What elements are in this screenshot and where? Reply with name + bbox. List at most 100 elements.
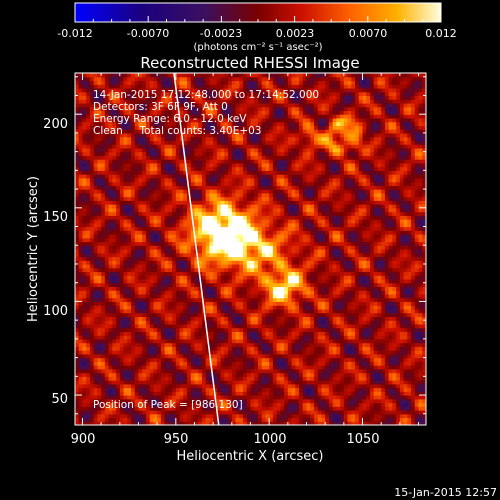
heatmap-cell: [194, 331, 199, 336]
heatmap-cell: [231, 73, 237, 78]
heatmap-cell: [257, 402, 263, 407]
heatmap-cell: [104, 282, 110, 288]
heatmap-cell: [224, 380, 229, 385]
heatmap-cell: [157, 230, 162, 235]
heatmap-cell: [78, 174, 84, 179]
heatmap-cell: [198, 260, 203, 265]
heatmap-cell: [157, 91, 162, 97]
heatmap-cell: [108, 151, 113, 156]
heatmap-cell: [157, 267, 162, 273]
heatmap-cell: [205, 177, 211, 183]
heatmap-cell: [153, 166, 158, 171]
heatmap-cell: [239, 140, 244, 145]
heatmap-cell: [112, 327, 117, 332]
heatmap-cell: [231, 87, 237, 93]
heatmap-cell: [269, 252, 274, 258]
heatmap-cell: [175, 162, 181, 168]
heatmap-cell: [164, 204, 169, 209]
heatmap-cell: [145, 376, 151, 381]
heatmap-cell: [239, 361, 244, 366]
heatmap-cell: [269, 312, 274, 317]
heatmap-cell: [250, 166, 255, 171]
heatmap-cell: [265, 177, 270, 183]
heatmap-cell: [172, 140, 177, 145]
heatmap-cell: [116, 185, 121, 190]
heatmap-cell: [257, 350, 263, 355]
heatmap-cell: [187, 308, 192, 314]
heatmap-cell: [157, 110, 162, 115]
heatmap-cell: [175, 129, 181, 134]
heatmap-cell: [183, 353, 188, 359]
heatmap-cell: [261, 110, 267, 115]
heatmap-cell: [119, 215, 125, 220]
heatmap-cell: [127, 293, 132, 299]
heatmap-cell: [104, 102, 110, 108]
heatmap-cell: [78, 380, 84, 385]
heatmap-cell: [205, 166, 211, 171]
heatmap-cell: [257, 260, 263, 265]
heatmap-cell: [205, 391, 211, 396]
heatmap-cell: [175, 110, 181, 115]
heatmap-cell: [243, 241, 248, 246]
heatmap-cell: [157, 372, 162, 377]
heatmap-cell: [183, 421, 188, 425]
heatmap-cell: [78, 353, 84, 359]
colorbar-tick-label-3: 0.0023: [276, 27, 315, 40]
heatmap-cell: [194, 316, 199, 321]
heatmap-cell: [201, 230, 207, 235]
heatmap-cell: [198, 200, 203, 205]
heatmap-cell: [153, 189, 158, 194]
heatmap-cell: [239, 73, 244, 78]
heatmap-cell: [239, 406, 244, 411]
heatmap-cell: [243, 249, 248, 254]
heatmap-cell: [134, 73, 140, 78]
heatmap-cell: [93, 99, 98, 104]
heatmap-cell: [224, 106, 229, 112]
heatmap-cell: [179, 140, 184, 145]
heatmap-cell: [93, 417, 98, 422]
heatmap-cell: [265, 204, 270, 209]
heatmap-cell: [243, 110, 248, 115]
heatmap-cell: [257, 380, 263, 385]
heatmap-cell: [239, 162, 244, 168]
heatmap-cell: [246, 267, 252, 273]
heatmap-cell: [75, 350, 80, 355]
heatmap-cell: [112, 301, 117, 306]
heatmap-cell: [86, 338, 91, 344]
heatmap-cell: [116, 226, 121, 231]
heatmap-cell: [75, 237, 80, 243]
heatmap-cell: [168, 398, 173, 404]
heatmap-cell: [123, 267, 128, 273]
heatmap-cell: [108, 260, 113, 265]
heatmap-cell: [157, 245, 162, 250]
heatmap-cell: [157, 192, 162, 198]
heatmap-cell: [134, 278, 140, 284]
heatmap-cell: [164, 308, 169, 314]
heatmap-cell: [142, 87, 147, 93]
heatmap-cell: [209, 226, 214, 231]
heatmap-cell: [97, 189, 102, 194]
heatmap-cell: [138, 376, 143, 381]
heatmap-cell: [205, 114, 211, 119]
heatmap-cell: [78, 290, 84, 295]
heatmap-cell: [209, 380, 214, 385]
heatmap-cell: [213, 338, 218, 344]
heatmap-cell: [220, 413, 225, 419]
heatmap-cell: [239, 196, 244, 201]
heatmap-cell: [89, 181, 95, 186]
heatmap-cell: [213, 301, 218, 306]
heatmap-cell: [93, 263, 98, 269]
heatmap-cell: [134, 350, 140, 355]
heatmap-cell: [243, 391, 248, 396]
heatmap-cell: [172, 162, 177, 168]
heatmap-cell: [82, 417, 87, 422]
heatmap-cell: [116, 189, 121, 194]
heatmap-cell: [183, 106, 188, 112]
heatmap-cell: [168, 166, 173, 171]
heatmap-cell: [231, 376, 237, 381]
heatmap-cell: [239, 185, 244, 190]
heatmap-cell: [216, 114, 222, 119]
heatmap-cell: [119, 76, 125, 82]
heatmap-cell: [93, 114, 98, 119]
heatmap-cell: [194, 293, 199, 299]
